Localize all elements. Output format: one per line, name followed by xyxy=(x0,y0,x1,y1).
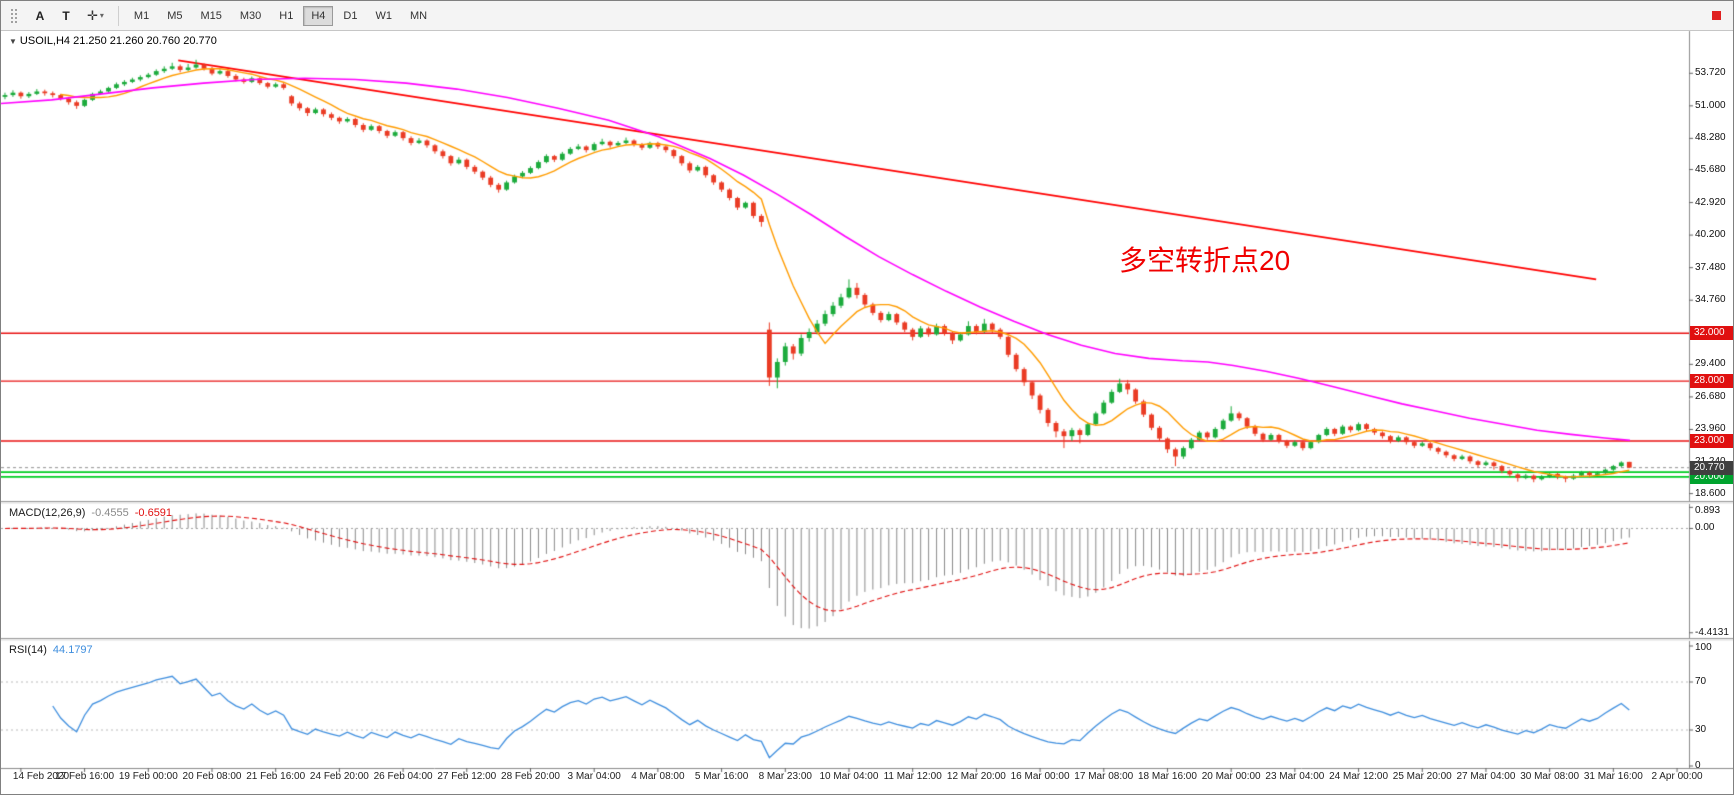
crosshair-icon: ✛ xyxy=(87,7,98,23)
price-tag-32.000: 32.000 xyxy=(1690,326,1733,341)
time-axis-label: 12 Mar 20:00 xyxy=(946,771,1006,782)
timeframe-button-mn[interactable]: MN xyxy=(402,6,435,26)
time-axis-label: 24 Feb 20:00 xyxy=(309,771,369,782)
macd-signal-value: -0.6591 xyxy=(134,507,173,519)
macd-axis-label: -4.4131 xyxy=(1695,626,1729,638)
timeframe-button-w1[interactable]: W1 xyxy=(367,6,400,26)
rsi-label: RSI(14) 44.1797 xyxy=(9,644,93,656)
time-axis-label: 26 Feb 04:00 xyxy=(373,771,433,782)
time-axis-label: 5 Mar 16:00 xyxy=(694,771,749,782)
timeframe-group: M1 M5 M15 M30 H1 H4 D1 W1 MN xyxy=(125,5,436,26)
time-axis-label: 18 Mar 16:00 xyxy=(1138,771,1197,782)
price-tag-23.000: 23.000 xyxy=(1690,433,1733,448)
time-axis-label: 31 Mar 16:00 xyxy=(1583,771,1643,782)
price-axis-label: 45.680 xyxy=(1695,163,1726,175)
time-axis-label: 27 Mar 04:00 xyxy=(1456,771,1516,782)
annotation-text: 多空转折点20 xyxy=(1119,245,1291,276)
macd-label: MACD(12,26,9) -0.4555 -0.6591 xyxy=(9,507,172,519)
chart-title: ▼ USOIL,H4 21.250 21.260 20.760 20.770 xyxy=(9,35,217,47)
time-axis-label: 14 Feb 2020 xyxy=(12,771,70,782)
price-axis-label: 53.720 xyxy=(1695,67,1726,79)
price-axis-label: 26.680 xyxy=(1695,390,1726,402)
chevron-down-icon: ▾ xyxy=(99,11,104,20)
time-axis-label: 11 Mar 12:00 xyxy=(883,771,942,782)
time-axis-label: 16 Mar 00:00 xyxy=(1010,771,1070,782)
price-axis-label: 34.760 xyxy=(1695,294,1726,306)
price-axis-label: 29.400 xyxy=(1695,358,1726,370)
rsi-value: 44.1797 xyxy=(52,644,93,656)
rsi-title: RSI(14) xyxy=(9,644,47,656)
time-axis-label: 25 Mar 20:00 xyxy=(1392,771,1452,782)
price-axis-label: 37.480 xyxy=(1695,261,1726,273)
price-axis-label: 42.920 xyxy=(1695,196,1726,208)
text-tool-button[interactable]: T xyxy=(54,5,78,27)
time-axis-label: 3 Mar 04:00 xyxy=(567,771,621,782)
time-axis-label: 17 Feb 16:00 xyxy=(55,771,115,782)
grip-dots-icon xyxy=(9,8,19,23)
time-axis-label: 20 Mar 00:00 xyxy=(1201,771,1261,782)
macd-axis-label: 0.893 xyxy=(1695,505,1721,516)
cursor-tool-button[interactable]: ✛ ▾ xyxy=(80,5,111,27)
timeframe-button-h1[interactable]: H1 xyxy=(271,6,301,26)
chart-title-text: USOIL,H4 21.250 21.260 20.760 20.770 xyxy=(19,35,217,47)
price-tag-20.770: 20.770 xyxy=(1690,460,1733,475)
time-axis-label: 23 Mar 04:00 xyxy=(1265,771,1325,782)
price-tag-28.000: 28.000 xyxy=(1690,374,1733,389)
price-axis-label: 48.280 xyxy=(1695,132,1726,144)
price-axis-label: 23.960 xyxy=(1695,423,1726,435)
price-axis-label: 40.200 xyxy=(1695,229,1726,241)
rsi-axis-label: 100 xyxy=(1695,642,1712,653)
macd-title: MACD(12,26,9) xyxy=(9,507,86,519)
timeframe-button-h4[interactable]: H4 xyxy=(303,5,334,26)
macd-main-value: -0.4555 xyxy=(91,507,129,519)
rsi-axis-label: 30 xyxy=(1695,724,1707,735)
timeframe-button-m15[interactable]: M15 xyxy=(192,6,229,26)
timeframe-button-m5[interactable]: M5 xyxy=(159,6,190,26)
time-axis-label: 20 Feb 08:00 xyxy=(182,771,242,782)
price-axis-label: 51.000 xyxy=(1695,99,1726,111)
price-axis-label: 18.600 xyxy=(1695,487,1726,499)
time-axis-label: 17 Mar 08:00 xyxy=(1074,771,1134,782)
time-axis-label: 19 Feb 00:00 xyxy=(118,771,178,782)
time-axis-label: 21 Feb 16:00 xyxy=(246,771,306,782)
rsi-axis-label: 70 xyxy=(1695,676,1707,687)
time-axis-label: 2 Apr 00:00 xyxy=(1651,771,1703,782)
toolbar-handle[interactable] xyxy=(7,7,21,25)
time-axis-label: 24 Mar 12:00 xyxy=(1329,771,1389,782)
toolbar-separator xyxy=(117,5,119,26)
toolbar: A T ✛ ▾ M1 M5 M15 M30 H1 H4 D1 W1 MN xyxy=(1,1,1733,31)
timeframe-button-m1[interactable]: M1 xyxy=(126,6,157,26)
alert-indicator-icon[interactable] xyxy=(1712,11,1721,20)
time-axis-label: 30 Mar 08:00 xyxy=(1520,771,1580,782)
time-axis-label: 4 Mar 08:00 xyxy=(631,771,685,782)
time-axis-label: 8 Mar 23:00 xyxy=(758,771,812,782)
macd-axis-label: 0.00 xyxy=(1695,522,1715,534)
symbol-marker-icon: ▼ xyxy=(9,37,17,46)
time-axis-label: 10 Mar 04:00 xyxy=(819,771,879,782)
timeframe-button-d1[interactable]: D1 xyxy=(335,6,365,26)
time-axis-label: 28 Feb 20:00 xyxy=(501,771,560,782)
annotate-a-button[interactable]: A xyxy=(28,5,52,27)
rsi-axis-label: 0 xyxy=(1695,760,1701,771)
timeframe-button-m30[interactable]: M30 xyxy=(232,6,269,26)
time-axis-label: 27 Feb 12:00 xyxy=(437,771,497,782)
